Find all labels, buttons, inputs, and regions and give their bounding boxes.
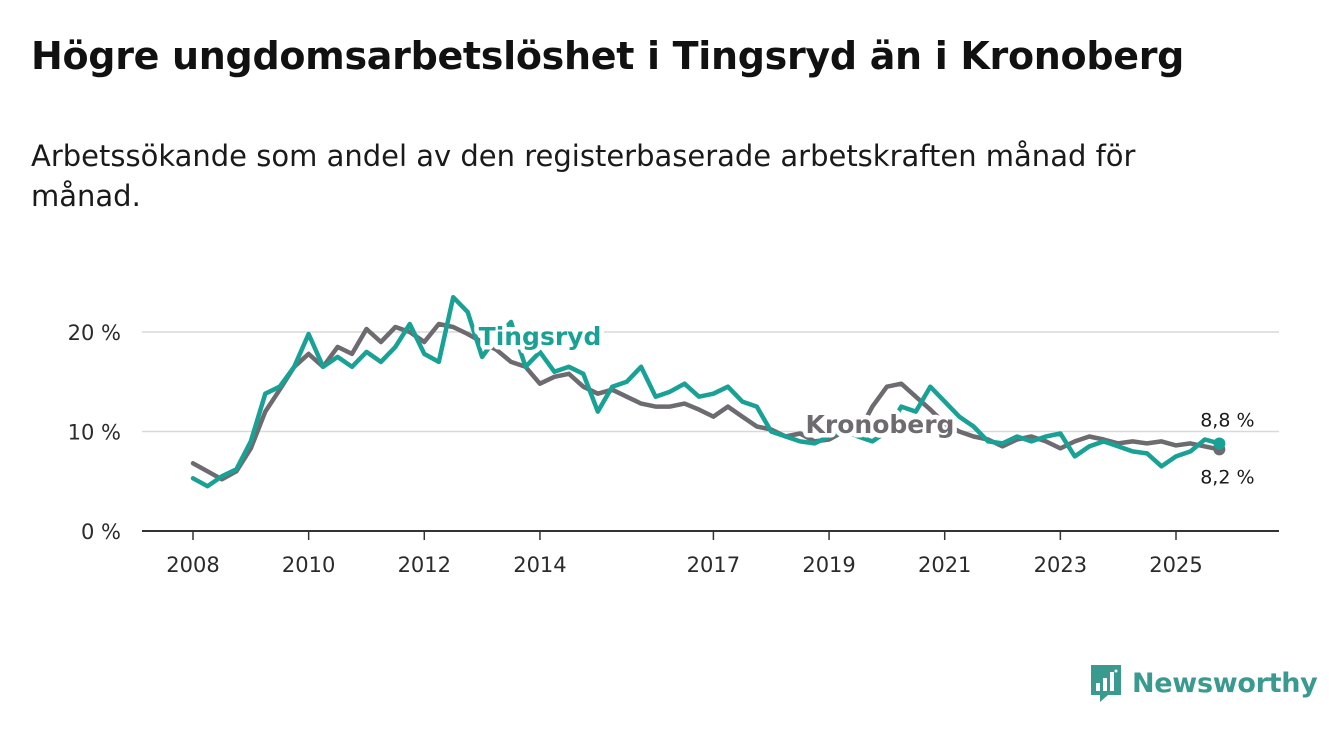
annotation-halo: Tingsryd: [479, 322, 602, 351]
series-line-kronoberg: [190, 321, 1222, 482]
x-tick-label: 2010: [282, 553, 335, 577]
series-lines: [190, 294, 1226, 489]
series-line-tingsryd: [190, 294, 1222, 489]
newsworthy-logo: Newsworthy: [1088, 662, 1318, 704]
x-tick-label: 2012: [398, 553, 451, 577]
y-tick-label: 0 %: [81, 520, 121, 544]
annotation-tingsryd: Tingsryd: [479, 322, 602, 351]
y-tick-label: 20 %: [68, 321, 121, 345]
bar-chart-badge-icon: [1091, 665, 1121, 702]
x-tick-label: 2008: [166, 553, 219, 577]
x-axis: 2008 2010 2012 2014 2017 2019 2021 2023 2025: [142, 530, 1279, 577]
series-labels: 8,8 %8,2 %TingsrydTingsrydKronobergKrono…: [474, 318, 1254, 489]
x-tick-label: 2019: [802, 553, 855, 577]
end-marker-tingsryd: [1213, 437, 1226, 450]
annotation-kronoberg: Kronoberg: [806, 410, 955, 439]
x-tick-label: 2014: [513, 553, 566, 577]
gridlines: [142, 331, 1279, 433]
logo-text: Newsworthy: [1132, 667, 1318, 699]
chart-title: Högre ungdomsarbetslöshet i Tingsryd än …: [31, 34, 1185, 78]
x-tick-label: 2021: [918, 553, 971, 577]
x-tick-label: 2017: [687, 553, 740, 577]
chart-subtitle: Arbetssökande som andel av den registerb…: [31, 139, 1136, 213]
end-label-tingsryd: 8,8 %: [1200, 409, 1254, 431]
annotation-halo: Kronoberg: [806, 410, 955, 439]
x-tick-label: 2025: [1149, 553, 1202, 577]
x-tick-label: 2023: [1034, 553, 1087, 577]
y-tick-label: 10 %: [68, 421, 121, 445]
end-label-kronoberg: 8,2 %: [1200, 466, 1254, 488]
y-axis-ticks: 0 % 10 % 20 %: [68, 321, 121, 544]
